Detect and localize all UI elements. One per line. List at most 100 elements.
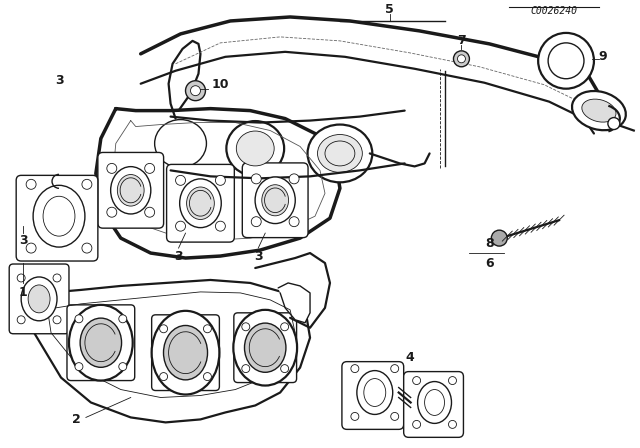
Circle shape — [17, 316, 25, 324]
Circle shape — [413, 377, 420, 384]
Circle shape — [289, 174, 299, 184]
Ellipse shape — [364, 379, 386, 406]
Circle shape — [351, 413, 359, 420]
Ellipse shape — [262, 185, 289, 216]
FancyBboxPatch shape — [67, 305, 134, 380]
Text: 9: 9 — [598, 50, 607, 63]
Polygon shape — [255, 253, 330, 328]
Circle shape — [252, 174, 261, 184]
Text: 3: 3 — [254, 250, 262, 263]
Text: 3: 3 — [19, 233, 28, 246]
Circle shape — [175, 221, 186, 231]
FancyBboxPatch shape — [243, 163, 308, 237]
Circle shape — [252, 217, 261, 227]
FancyBboxPatch shape — [166, 164, 234, 242]
Ellipse shape — [117, 175, 144, 206]
Ellipse shape — [111, 167, 151, 214]
Circle shape — [608, 117, 620, 129]
Circle shape — [75, 315, 83, 323]
Circle shape — [454, 51, 469, 67]
Ellipse shape — [424, 389, 445, 415]
Ellipse shape — [582, 99, 616, 122]
Circle shape — [159, 373, 168, 380]
Text: 5: 5 — [385, 3, 394, 16]
Ellipse shape — [572, 91, 626, 130]
Text: 3: 3 — [174, 250, 183, 263]
Polygon shape — [141, 17, 599, 134]
Circle shape — [53, 316, 61, 324]
Text: C0026240: C0026240 — [531, 6, 577, 16]
FancyBboxPatch shape — [9, 264, 69, 334]
Circle shape — [449, 420, 456, 428]
Ellipse shape — [21, 277, 57, 321]
Circle shape — [26, 179, 36, 190]
Ellipse shape — [80, 318, 122, 367]
Ellipse shape — [227, 121, 284, 176]
FancyBboxPatch shape — [152, 315, 220, 391]
Circle shape — [216, 221, 225, 231]
Ellipse shape — [69, 305, 132, 380]
FancyBboxPatch shape — [234, 313, 296, 383]
Circle shape — [391, 365, 399, 373]
Circle shape — [449, 377, 456, 384]
Circle shape — [204, 325, 211, 333]
Circle shape — [119, 362, 127, 370]
Circle shape — [159, 325, 168, 333]
Polygon shape — [31, 280, 310, 422]
Circle shape — [242, 323, 250, 331]
Text: 1: 1 — [19, 286, 28, 299]
Text: 3: 3 — [54, 74, 63, 87]
Circle shape — [17, 274, 25, 282]
Text: 8: 8 — [485, 237, 493, 250]
Ellipse shape — [155, 120, 207, 168]
Ellipse shape — [317, 134, 362, 172]
Circle shape — [289, 217, 299, 227]
Circle shape — [281, 365, 289, 373]
Circle shape — [119, 315, 127, 323]
Circle shape — [53, 274, 61, 282]
Text: 4: 4 — [405, 351, 414, 364]
Circle shape — [538, 33, 594, 89]
Text: 2: 2 — [72, 413, 81, 426]
Circle shape — [548, 43, 584, 79]
Circle shape — [26, 243, 36, 253]
Ellipse shape — [244, 323, 286, 372]
Ellipse shape — [180, 179, 221, 228]
Ellipse shape — [152, 311, 220, 395]
Text: 6: 6 — [485, 257, 493, 270]
Circle shape — [242, 365, 250, 373]
Circle shape — [145, 164, 155, 173]
Ellipse shape — [418, 382, 451, 423]
Circle shape — [391, 413, 399, 420]
Circle shape — [107, 164, 116, 173]
Circle shape — [204, 373, 211, 380]
Circle shape — [107, 207, 116, 217]
Ellipse shape — [236, 131, 274, 166]
Circle shape — [75, 362, 83, 370]
Polygon shape — [96, 108, 340, 258]
Circle shape — [281, 323, 289, 331]
Ellipse shape — [234, 310, 297, 386]
Polygon shape — [278, 283, 310, 323]
Circle shape — [82, 179, 92, 190]
FancyBboxPatch shape — [404, 371, 463, 437]
Text: 7: 7 — [457, 34, 466, 47]
Circle shape — [186, 81, 205, 101]
Ellipse shape — [28, 285, 50, 313]
Ellipse shape — [308, 125, 372, 182]
Ellipse shape — [187, 187, 214, 220]
Circle shape — [175, 175, 186, 185]
Circle shape — [492, 230, 508, 246]
Ellipse shape — [43, 196, 75, 236]
Circle shape — [351, 365, 359, 373]
Ellipse shape — [33, 185, 85, 247]
Ellipse shape — [357, 370, 393, 414]
Circle shape — [82, 243, 92, 253]
Circle shape — [458, 55, 465, 63]
Ellipse shape — [163, 326, 207, 380]
Polygon shape — [168, 41, 200, 119]
Ellipse shape — [255, 177, 295, 224]
Text: 10: 10 — [212, 78, 229, 91]
FancyBboxPatch shape — [16, 175, 98, 261]
Circle shape — [413, 420, 420, 428]
